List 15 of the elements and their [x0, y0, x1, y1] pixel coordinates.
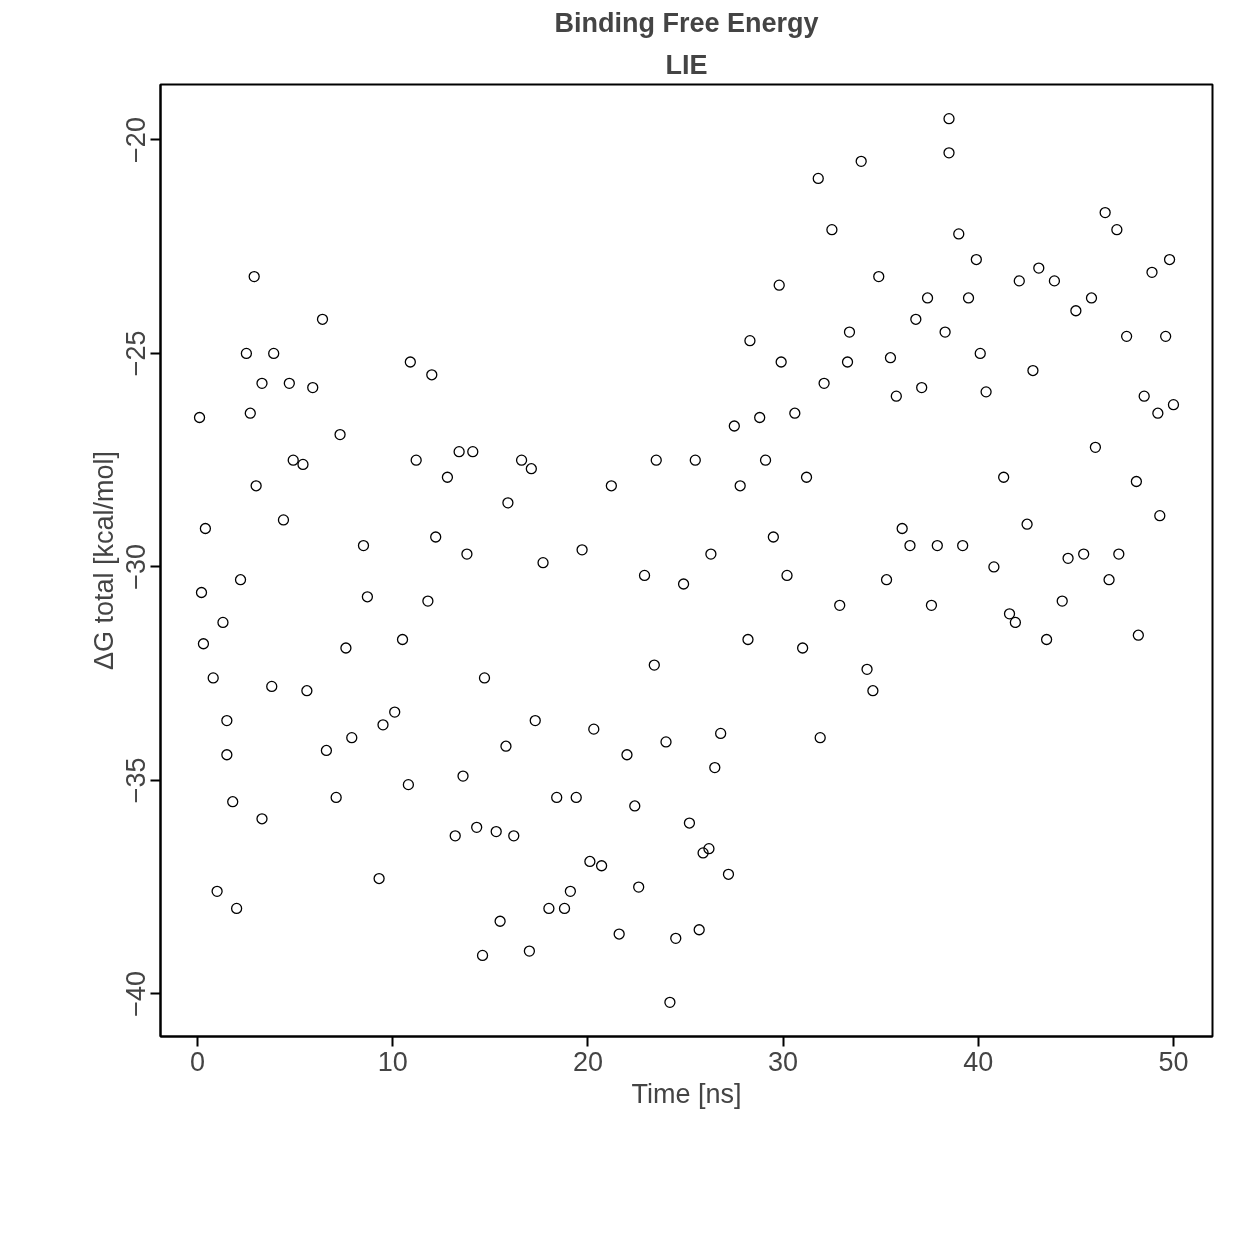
chart-subtitle: LIE: [665, 49, 708, 80]
y-axis-title: ΔG total [kcal/mol]: [88, 450, 119, 671]
y-tick-label: −35: [121, 757, 152, 804]
x-tick-label: 10: [377, 1046, 408, 1077]
y-tick-label: −25: [121, 330, 152, 377]
y-tick-label: −30: [121, 543, 152, 590]
y-tick-label: −20: [121, 117, 152, 163]
x-tick-label: 50: [1158, 1046, 1189, 1077]
x-tick-label: 40: [963, 1046, 994, 1077]
x-tick-label: 20: [572, 1046, 603, 1077]
chart-title: Binding Free Energy: [554, 7, 819, 38]
x-axis-title: Time [ns]: [631, 1078, 742, 1109]
x-tick-label: 0: [190, 1046, 206, 1077]
y-tick-label: −40: [121, 970, 152, 1017]
x-tick-label: 30: [768, 1046, 799, 1077]
